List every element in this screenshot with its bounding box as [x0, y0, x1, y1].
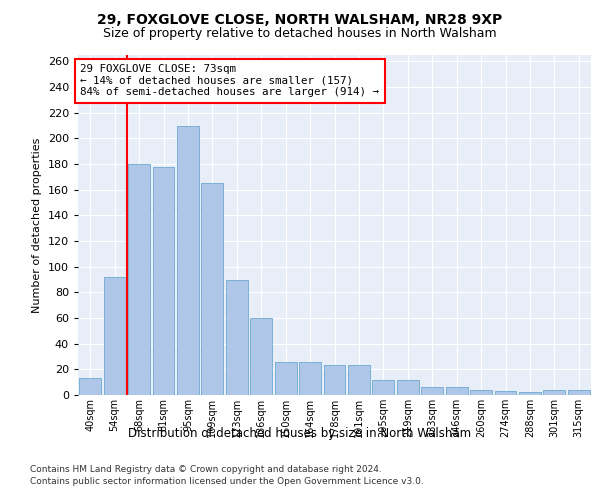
Bar	[250, 318, 272, 395]
Text: 29, FOXGLOVE CLOSE, NORTH WALSHAM, NR28 9XP: 29, FOXGLOVE CLOSE, NORTH WALSHAM, NR28 …	[97, 12, 503, 26]
Text: Contains public sector information licensed under the Open Government Licence v3: Contains public sector information licen…	[30, 478, 424, 486]
Bar	[226, 280, 248, 395]
Bar	[152, 166, 175, 395]
Text: 29 FOXGLOVE CLOSE: 73sqm
← 14% of detached houses are smaller (157)
84% of semi-: 29 FOXGLOVE CLOSE: 73sqm ← 14% of detach…	[80, 64, 379, 97]
Bar	[202, 184, 223, 395]
Bar	[299, 362, 321, 395]
Bar	[275, 362, 296, 395]
Bar	[128, 164, 150, 395]
Y-axis label: Number of detached properties: Number of detached properties	[32, 138, 42, 312]
Text: Size of property relative to detached houses in North Walsham: Size of property relative to detached ho…	[103, 28, 497, 40]
Bar	[397, 380, 419, 395]
Bar	[79, 378, 101, 395]
Bar	[568, 390, 590, 395]
Bar	[544, 390, 565, 395]
Bar	[177, 126, 199, 395]
Bar	[446, 388, 467, 395]
Bar	[323, 366, 346, 395]
Bar	[494, 391, 517, 395]
Bar	[348, 366, 370, 395]
Text: Contains HM Land Registry data © Crown copyright and database right 2024.: Contains HM Land Registry data © Crown c…	[30, 465, 382, 474]
Bar	[421, 388, 443, 395]
Bar	[373, 380, 394, 395]
Bar	[104, 277, 125, 395]
Bar	[519, 392, 541, 395]
Text: Distribution of detached houses by size in North Walsham: Distribution of detached houses by size …	[128, 428, 472, 440]
Bar	[470, 390, 492, 395]
